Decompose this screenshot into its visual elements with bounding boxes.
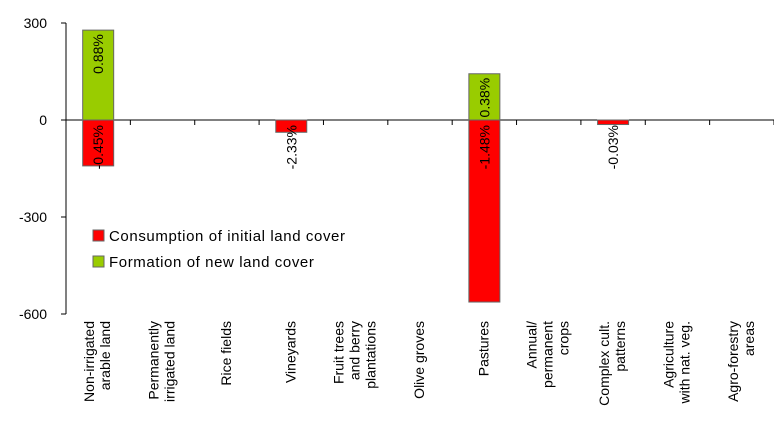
data-label: 0.38% [476, 78, 492, 118]
category-label: areas [741, 321, 757, 356]
formation-bar [82, 29, 115, 121]
category-label: permanent [540, 321, 556, 388]
category-label: Vineyards [282, 321, 298, 383]
legend-label-formation: Formation of new land cover [109, 254, 314, 271]
category-label: and berry [347, 321, 363, 380]
x-axis [65, 119, 774, 125]
category-labels: Non-irrigated arable land Permanently irrig… [81, 321, 757, 406]
legend: Consumption of initial land cover Formati… [92, 228, 346, 271]
category-label: Pastures [475, 321, 491, 376]
category-label: with nat. veg. [676, 321, 692, 405]
data-label: -2.33% [283, 125, 299, 169]
y-tick-label: -600 [19, 306, 47, 322]
data-label: -1.48% [476, 125, 492, 169]
category-label: patterns [612, 321, 628, 372]
legend-label-consumption: Consumption of initial land cover [109, 228, 346, 245]
category-label: crops [556, 321, 572, 355]
category-label: plantations [363, 321, 379, 389]
legend-swatch-consumption [92, 229, 105, 242]
consumption-bar [468, 119, 501, 303]
data-label: 0.88% [90, 34, 106, 74]
category-label: Rice fields [218, 321, 234, 386]
data-labels: -0.45% -2.33% -1.48% -0.03% 0.88% 0.38% [90, 34, 621, 169]
formation-bar [468, 73, 501, 121]
category-label: Agriculture [660, 321, 676, 388]
category-label: irrigated land [162, 321, 178, 402]
y-tick-label: -300 [19, 209, 47, 225]
y-tick-label: 0 [39, 112, 47, 128]
consumption-bar [82, 119, 115, 167]
y-tick-label: 300 [24, 15, 48, 31]
category-label: Fruit trees [331, 321, 347, 384]
category-label: Non-irrigated [81, 321, 97, 402]
category-label: Complex cult. [596, 321, 612, 406]
category-label: Permanently [146, 321, 162, 400]
category-label: Annual/ [524, 321, 540, 369]
bars [82, 29, 630, 303]
category-label: Agro-forestry [725, 321, 741, 402]
y-axis: 300 0 -300 -600 [19, 15, 67, 322]
legend-swatch-formation [92, 255, 105, 268]
consumption-bar [275, 119, 308, 133]
category-label: arable land [97, 321, 113, 390]
consumption-bar [597, 119, 630, 126]
data-label: -0.45% [90, 125, 106, 169]
category-label: Olive groves [411, 321, 427, 399]
data-label: -0.03% [605, 125, 621, 169]
